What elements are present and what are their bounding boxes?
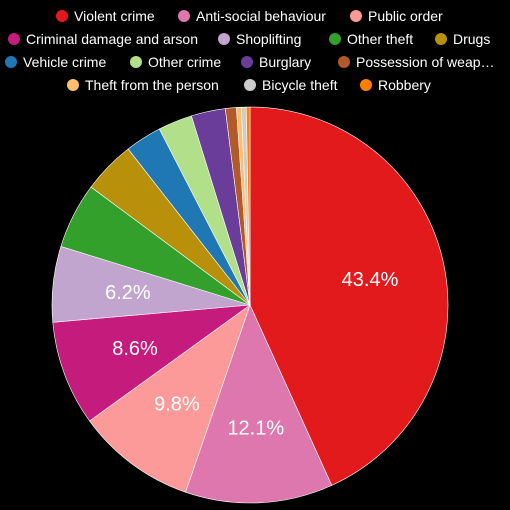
legend-item: Other crime — [130, 54, 221, 70]
pie-slice — [89, 304, 251, 493]
legend-swatch — [5, 56, 17, 68]
legend-label: Burglary — [259, 54, 311, 70]
legend-swatch — [360, 79, 372, 91]
legend-item: Violent crime — [56, 8, 155, 24]
legend-item: Public order — [350, 8, 443, 24]
pie-slice — [185, 304, 333, 504]
legend-swatch — [8, 33, 20, 45]
legend-label: Violent crime — [74, 8, 155, 24]
legend-swatch — [56, 10, 68, 22]
legend-item: Criminal damage and arson — [8, 31, 198, 47]
legend-label: Other theft — [347, 31, 413, 47]
pie-slice — [249, 106, 449, 486]
legend-label: Anti-social behaviour — [196, 8, 326, 24]
slice-data-label: 9.8% — [154, 394, 200, 416]
legend-swatch — [350, 10, 362, 22]
legend-item: Anti-social behaviour — [178, 8, 326, 24]
legend-item: Vehicle crime — [5, 54, 106, 70]
legend-swatch — [244, 79, 256, 91]
legend-item: Burglary — [241, 54, 311, 70]
legend-swatch — [241, 56, 253, 68]
legend-item: Drugs — [435, 31, 490, 47]
legend: Violent crime Anti-social behaviour Public… — [5, 8, 495, 93]
legend-item: Bicycle theft — [244, 77, 338, 93]
legend-label: Bicycle theft — [262, 77, 338, 93]
legend-label: Possession of weap… — [356, 54, 495, 70]
legend-swatch — [435, 33, 447, 45]
legend-label: Theft from the person — [85, 77, 219, 93]
legend-swatch — [130, 56, 142, 68]
legend-label: Public order — [368, 8, 443, 24]
legend-label: Vehicle crime — [23, 54, 106, 70]
legend-label: Robbery — [378, 77, 431, 93]
legend-item: Robbery — [360, 77, 431, 93]
slice-labels: 43.4% 12.1% 9.8% 8.6% 6.2% — [105, 269, 398, 440]
legend-item: Other theft — [329, 31, 413, 47]
pie-slice — [245, 106, 251, 306]
legend-item: Possession of weap… — [338, 54, 495, 70]
legend-item: Shoplifting — [218, 31, 301, 47]
slice-data-label: 43.4% — [342, 269, 399, 291]
legend-swatch — [178, 10, 190, 22]
slice-data-label: 12.1% — [227, 418, 284, 440]
legend-item: Theft from the person — [67, 77, 219, 93]
legend-label: Criminal damage and arson — [26, 31, 198, 47]
pie-slice — [52, 304, 252, 422]
legend-label: Shoplifting — [236, 31, 301, 47]
slice-data-label: 8.6% — [112, 338, 158, 360]
legend-label: Other crime — [148, 54, 221, 70]
legend-swatch — [329, 33, 341, 45]
pie-slices — [51, 106, 449, 504]
legend-label: Drugs — [453, 31, 490, 47]
slice-data-label: 6.2% — [105, 282, 151, 304]
legend-swatch — [218, 33, 230, 45]
legend-swatch — [67, 79, 79, 91]
legend-swatch — [338, 56, 350, 68]
